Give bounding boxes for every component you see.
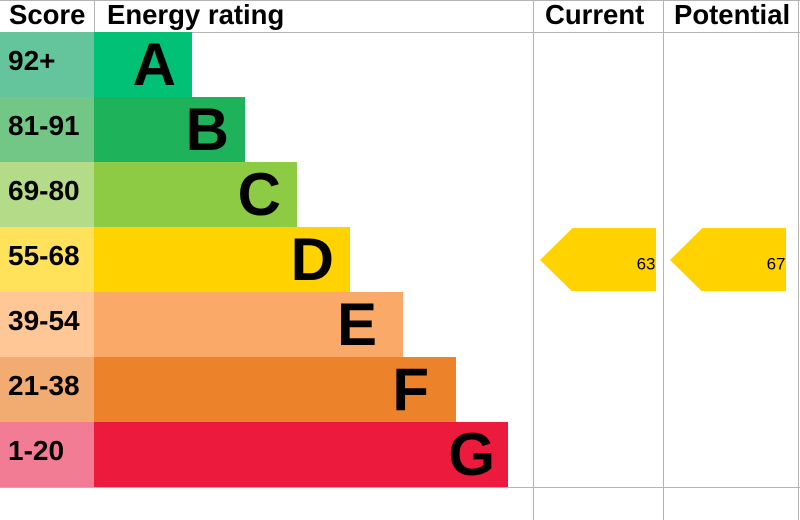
svg-text:67: 67	[766, 254, 785, 273]
svg-text:63: 63	[636, 254, 655, 273]
